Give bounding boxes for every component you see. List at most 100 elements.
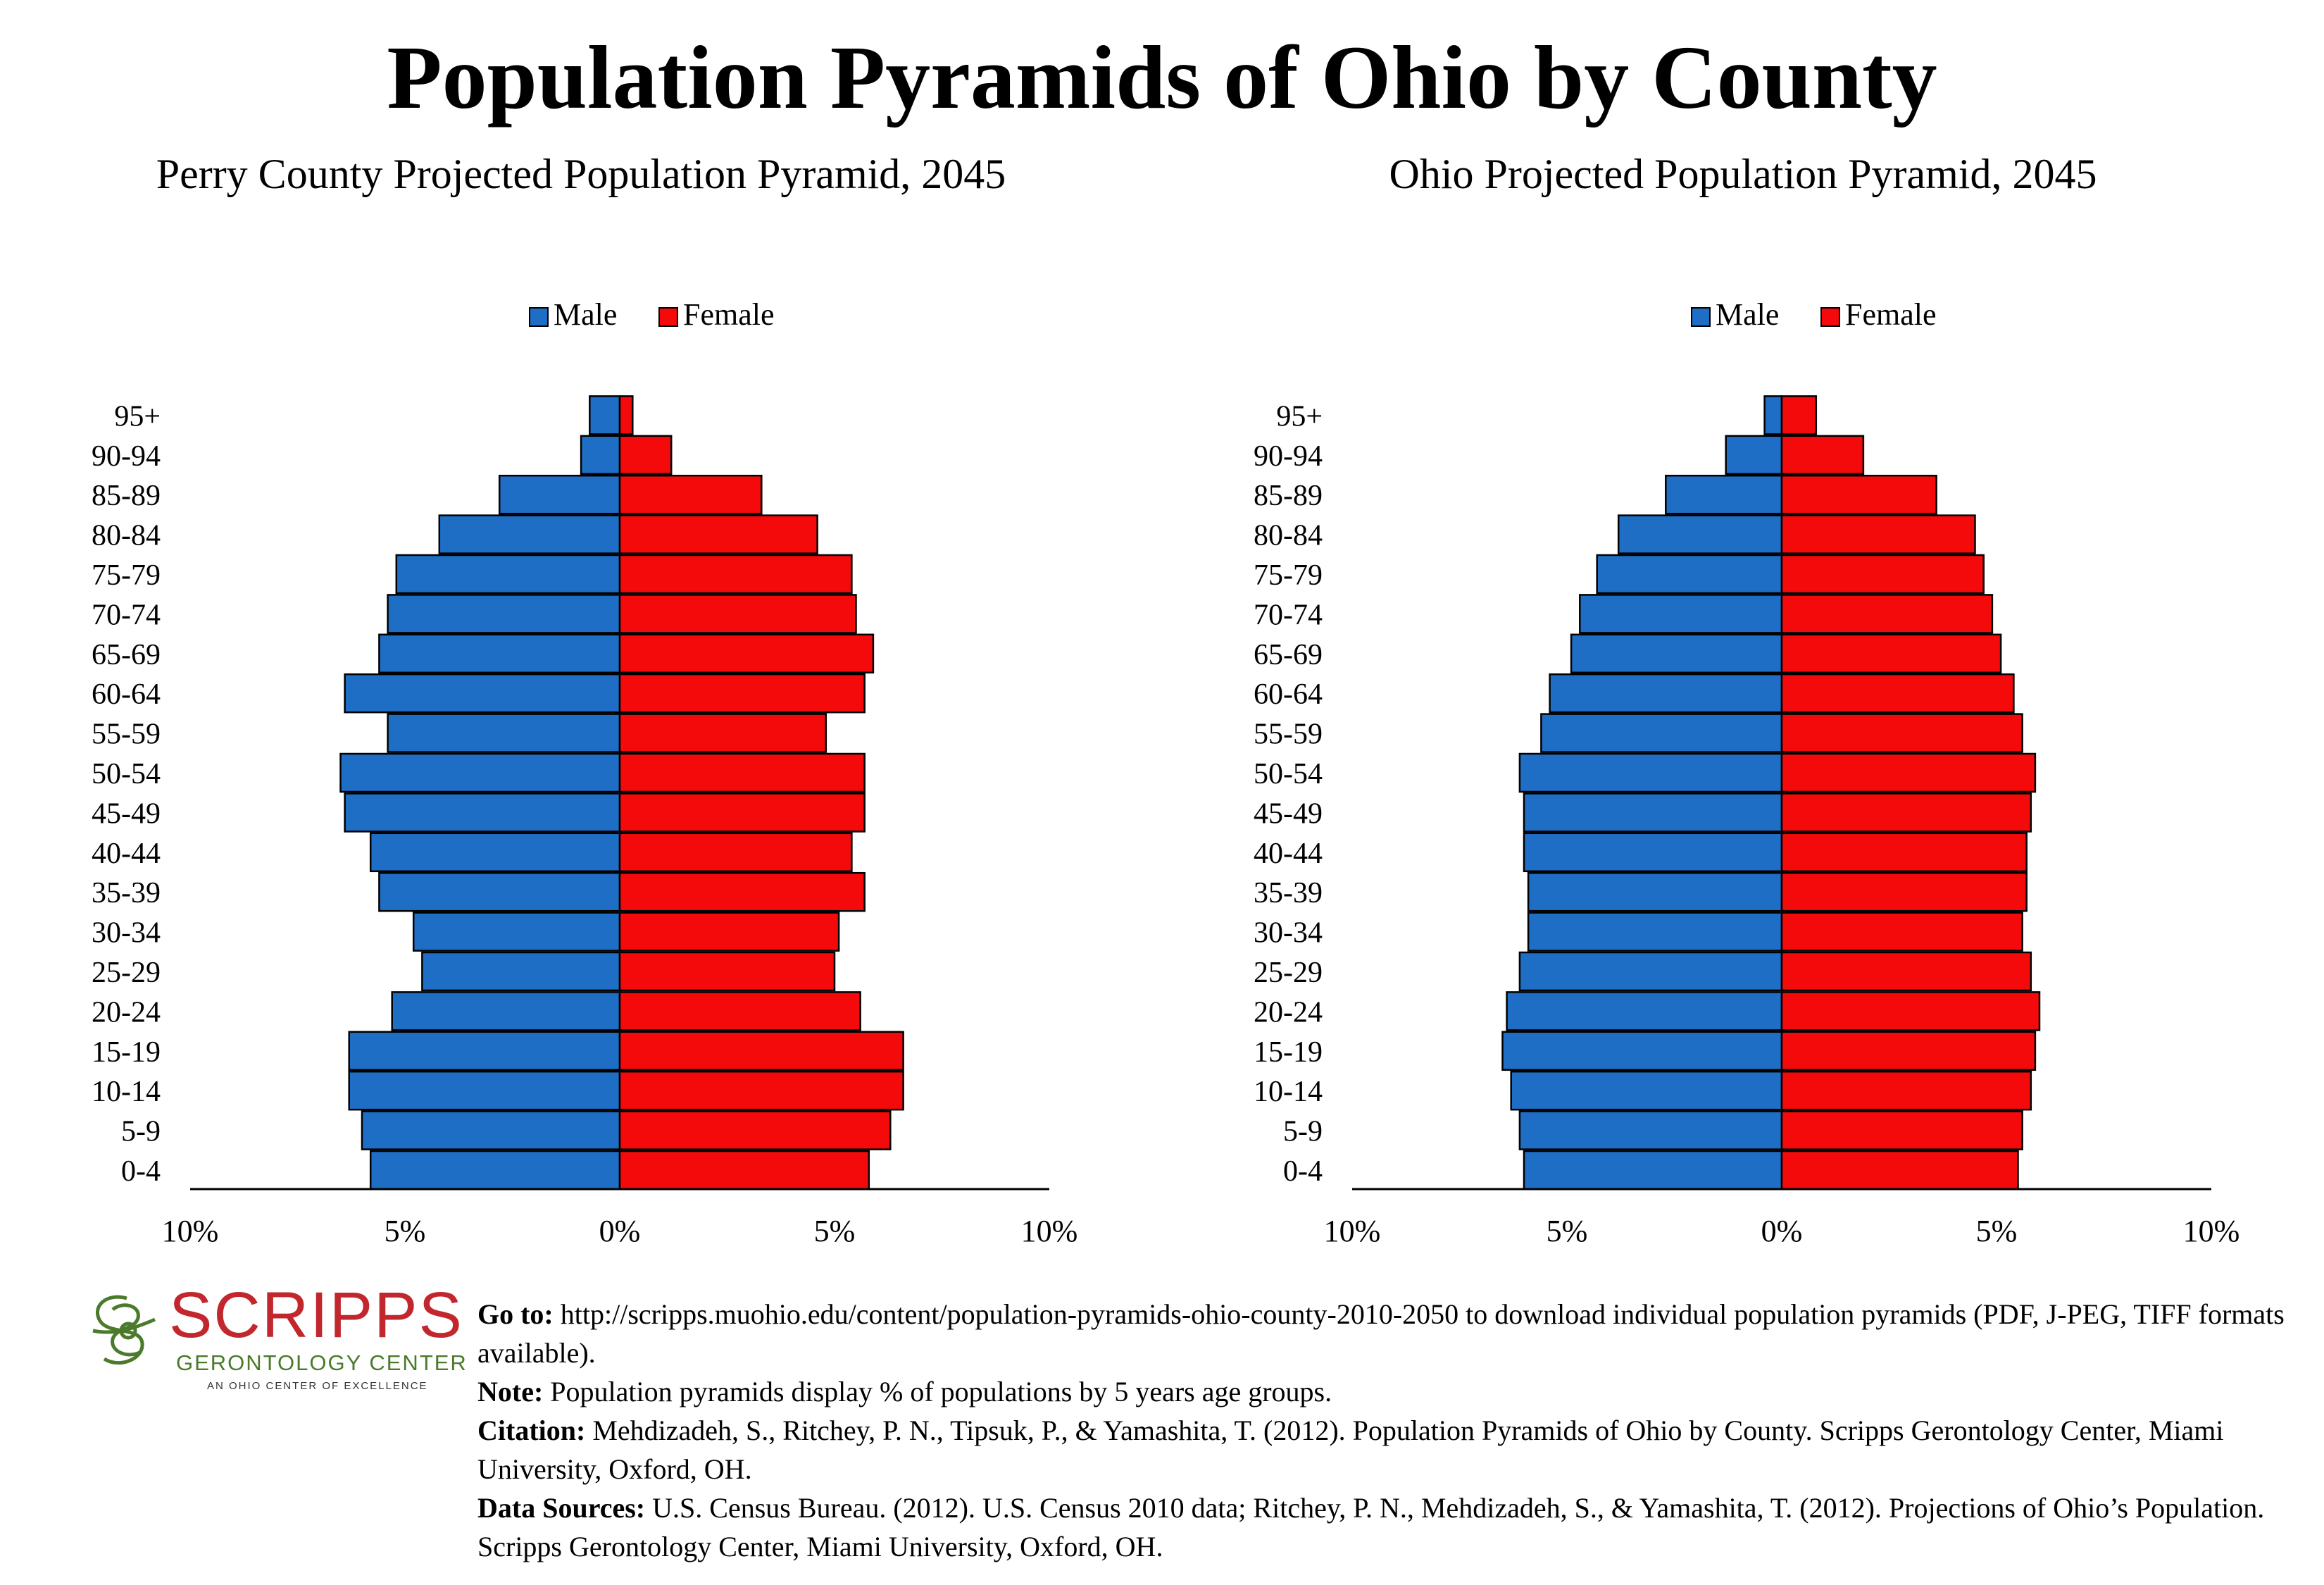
bar-female-70-74 xyxy=(1780,594,1994,634)
note-label: Note: xyxy=(477,1376,544,1407)
age-label-10-14: 10-14 xyxy=(92,1076,161,1108)
note-text: Population pyramids display % of populat… xyxy=(543,1376,1332,1407)
age-label-10-14: 10-14 xyxy=(1254,1076,1323,1108)
bar-female-0-4 xyxy=(618,1150,870,1191)
bar-female-15-19 xyxy=(1780,1031,2037,1071)
x-tick-label: 5% xyxy=(1976,1214,2018,1248)
bar-female-25-29 xyxy=(1780,951,2032,992)
bar-male-90-94 xyxy=(1725,435,1783,476)
citation-note: Citation: Mehdizadeh, S., Ritchey, P. N.… xyxy=(477,1411,2309,1488)
bar-female-75-79 xyxy=(1780,554,1985,595)
age-label-40-44: 40-44 xyxy=(1254,838,1323,870)
age-label-65-69: 65-69 xyxy=(92,639,161,671)
bar-male-55-59 xyxy=(1540,713,1783,753)
age-label-25-29: 25-29 xyxy=(1254,957,1323,989)
legend: Male Female xyxy=(529,297,775,332)
note-line: Note: Population pyramids display % of p… xyxy=(477,1372,2309,1411)
bar-female-20-24 xyxy=(618,991,861,1031)
bar-male-80-84 xyxy=(438,514,621,554)
age-label-75-79: 75-79 xyxy=(92,559,161,592)
bar-female-55-59 xyxy=(1780,713,2023,753)
legend: Male Female xyxy=(1691,297,1937,332)
age-label-80-84: 80-84 xyxy=(92,520,161,552)
bar-male-75-79 xyxy=(395,554,621,595)
age-label-50-54: 50-54 xyxy=(92,758,161,790)
bar-male-25-29 xyxy=(1518,951,1783,992)
logo-wordmark: SCRIPPS xyxy=(169,1279,463,1351)
goto-label: Go to: xyxy=(477,1298,554,1330)
age-label-50-54: 50-54 xyxy=(1254,758,1323,790)
age-label-40-44: 40-44 xyxy=(92,838,161,870)
logo-tagline: AN OHIO CENTER OF EXCELLENCE xyxy=(207,1380,428,1392)
legend-label-female: Female xyxy=(1845,297,1937,332)
bar-female-45-49 xyxy=(1780,792,2032,833)
bar-female-95 xyxy=(1780,395,1818,435)
logo-subtitle: GERONTOLOGY CENTER xyxy=(176,1350,468,1375)
age-label-55-59: 55-59 xyxy=(92,719,161,751)
bar-female-10-14 xyxy=(618,1070,904,1111)
bar-female-65-69 xyxy=(618,633,875,674)
x-tick-label: 0% xyxy=(1761,1214,1803,1248)
sources-text: U.S. Census Bureau. (2012). U.S. Census … xyxy=(477,1492,2265,1562)
bar-male-65-69 xyxy=(1570,633,1783,674)
bar-female-90-94 xyxy=(1780,435,1865,476)
age-label-5-9: 5-9 xyxy=(121,1116,161,1148)
bar-female-15-19 xyxy=(618,1031,904,1071)
age-label-45-49: 45-49 xyxy=(92,797,161,830)
bar-female-45-49 xyxy=(618,792,866,833)
bar-female-5-9 xyxy=(618,1110,892,1150)
bar-female-20-24 xyxy=(1780,991,2041,1031)
bar-male-15-19 xyxy=(1501,1031,1783,1071)
bar-male-15-19 xyxy=(348,1031,621,1071)
legend-label-male: Male xyxy=(554,297,617,332)
bar-female-80-84 xyxy=(1780,514,1976,554)
age-label-90-94: 90-94 xyxy=(1254,440,1323,473)
age-label-70-74: 70-74 xyxy=(92,599,161,631)
bar-female-30-34 xyxy=(618,912,840,952)
legend-swatch-male xyxy=(1691,307,1711,327)
bar-male-0-4 xyxy=(369,1150,621,1191)
scripps-swirl-icon xyxy=(92,1295,156,1365)
bar-male-95 xyxy=(589,395,621,435)
age-label-20-24: 20-24 xyxy=(92,996,161,1028)
x-tick-label: 0% xyxy=(599,1214,641,1248)
bar-male-60-64 xyxy=(1549,673,1783,714)
age-label-30-34: 30-34 xyxy=(92,917,161,950)
bar-male-40-44 xyxy=(1523,832,1783,873)
chart-title: Ohio Projected Population Pyramid, 2045 xyxy=(1389,151,2097,197)
x-tick-label: 10% xyxy=(1021,1214,1078,1248)
ohio-pyramid-chart: Ohio Projected Population Pyramid, 2045 M… xyxy=(1254,151,2239,1248)
bar-male-75-79 xyxy=(1596,554,1783,595)
legend-label-female: Female xyxy=(683,297,775,332)
age-label-35-39: 35-39 xyxy=(92,877,161,909)
citation-label: Citation: xyxy=(477,1415,586,1446)
bar-female-90-94 xyxy=(618,435,673,476)
bar-male-70-74 xyxy=(387,594,621,634)
age-label-45-49: 45-49 xyxy=(1254,797,1323,830)
age-label-15-19: 15-19 xyxy=(1254,1036,1323,1069)
x-tick-label: 5% xyxy=(814,1214,856,1248)
bar-male-20-24 xyxy=(391,991,621,1031)
bar-female-5-9 xyxy=(1780,1110,2023,1150)
perry-county-pyramid-chart: Perry County Projected Population Pyrami… xyxy=(92,151,1078,1248)
age-label-90-94: 90-94 xyxy=(92,440,161,473)
age-label-0-4: 0-4 xyxy=(1283,1155,1323,1188)
legend-swatch-male xyxy=(529,307,549,327)
bar-male-45-49 xyxy=(344,792,621,833)
age-label-25-29: 25-29 xyxy=(92,957,161,989)
bar-male-0-4 xyxy=(1523,1150,1783,1191)
age-label-75-79: 75-79 xyxy=(1254,559,1323,592)
bar-male-5-9 xyxy=(361,1110,621,1150)
age-label-35-39: 35-39 xyxy=(1254,877,1323,909)
age-label-95: 95+ xyxy=(114,400,161,433)
bar-male-95 xyxy=(1763,395,1783,435)
age-label-80-84: 80-84 xyxy=(1254,520,1323,552)
notes-block: Go to: http://scripps.muohio.edu/content… xyxy=(477,1295,2309,1566)
bar-male-10-14 xyxy=(348,1070,621,1111)
age-label-65-69: 65-69 xyxy=(1254,639,1323,671)
age-label-20-24: 20-24 xyxy=(1254,996,1323,1028)
age-label-85-89: 85-89 xyxy=(92,480,161,512)
bar-female-85-89 xyxy=(1780,474,1937,515)
bar-female-25-29 xyxy=(618,951,836,992)
bar-male-65-69 xyxy=(378,633,621,674)
